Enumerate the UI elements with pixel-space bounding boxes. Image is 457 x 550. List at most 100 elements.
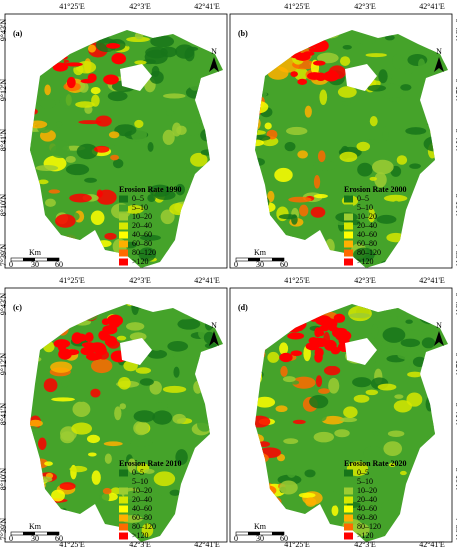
legend-label: 10–20	[132, 486, 152, 495]
erosion-patch	[147, 194, 156, 203]
erosion-patch	[124, 205, 144, 214]
legend-label: 40–60	[357, 230, 377, 239]
legend-swatch	[119, 213, 128, 221]
lat-label: 9°12'N	[0, 79, 8, 102]
legend-swatch	[119, 532, 128, 540]
erosion-patch	[104, 232, 117, 240]
lat-label: 7°39'N	[454, 518, 457, 541]
erosion-patch	[155, 402, 169, 410]
legend-swatch	[119, 240, 128, 248]
erosion-patch	[288, 196, 312, 203]
erosion-patch	[286, 126, 308, 136]
erosion-patch	[304, 105, 312, 118]
erosion-patch	[72, 401, 91, 417]
erosion-patch	[150, 35, 175, 48]
legend-label: 20–40	[132, 221, 152, 230]
lon-label: 42°41'E	[194, 2, 220, 11]
erosion-patch	[393, 400, 412, 413]
erosion-patch	[186, 163, 195, 177]
erosion-patch	[66, 76, 76, 89]
erosion-patch	[160, 209, 175, 225]
erosion-patch	[371, 323, 379, 339]
legend-label: 10–20	[357, 212, 377, 221]
erosion-patch	[86, 352, 99, 361]
legend-label: >120	[357, 257, 374, 266]
erosion-patch	[276, 453, 286, 462]
erosion-patch	[64, 349, 80, 356]
legend-label: 10–20	[132, 212, 152, 221]
legend-swatch	[344, 469, 353, 477]
erosion-patch	[69, 465, 88, 473]
legend-label: 20–40	[132, 495, 152, 504]
map-hole	[345, 338, 377, 365]
legend-label: 5–10	[132, 477, 148, 486]
erosion-patch	[173, 366, 180, 378]
legend-label: 60–80	[132, 239, 152, 248]
panel-label: (a)	[13, 29, 23, 38]
map-hole	[120, 338, 152, 365]
scale-tick: 30	[31, 260, 39, 269]
erosion-patch	[380, 83, 404, 100]
legend-title: Erosion Rate 1990	[119, 185, 182, 194]
erosion-patch	[124, 31, 137, 39]
legend-label: 0–5	[132, 194, 144, 203]
legend-swatch	[119, 195, 128, 203]
erosion-patch	[76, 394, 87, 403]
erosion-patch	[378, 69, 388, 84]
erosion-patch	[279, 352, 293, 363]
erosion-patch	[383, 441, 403, 457]
erosion-patch	[154, 245, 170, 253]
erosion-patch	[339, 417, 358, 423]
erosion-patch	[103, 74, 119, 85]
erosion-patch	[319, 89, 328, 105]
scale-tick: 60	[280, 260, 288, 269]
erosion-patch	[51, 397, 75, 402]
erosion-patch	[91, 358, 113, 374]
erosion-patch	[317, 52, 339, 64]
legend-swatch	[119, 487, 128, 495]
lon-label: 42°3'E	[129, 276, 151, 285]
erosion-patch	[310, 206, 326, 218]
erosion-patch	[400, 338, 421, 348]
erosion-patch	[278, 214, 297, 220]
legend-swatch	[119, 496, 128, 504]
erosion-patch	[65, 163, 90, 176]
erosion-patch	[71, 422, 92, 435]
erosion-patch	[267, 351, 280, 363]
erosion-patch	[372, 159, 394, 175]
erosion-patch	[112, 158, 124, 169]
erosion-patch	[30, 419, 43, 427]
lat-label: 9°43'N	[0, 293, 8, 316]
lon-label: 42°3'E	[354, 276, 376, 285]
erosion-patch	[280, 365, 288, 377]
erosion-patch	[396, 155, 408, 165]
erosion-patch	[91, 470, 101, 485]
erosion-patch	[303, 51, 315, 56]
legend-title: Erosion Rate 2020	[344, 459, 407, 468]
lon-label: 41°25'E	[284, 2, 310, 11]
erosion-patch	[365, 53, 387, 58]
erosion-patch	[175, 449, 188, 466]
erosion-patch	[204, 342, 217, 349]
scale-bar	[23, 258, 35, 261]
erosion-patch	[418, 58, 425, 70]
lat-label: 9°12'N	[0, 353, 8, 376]
erosion-patch	[314, 347, 324, 358]
map-hole	[345, 64, 377, 91]
erosion-patch	[78, 120, 102, 125]
erosion-patch	[283, 438, 299, 445]
lat-label: 7°39'N	[0, 244, 8, 267]
erosion-patch	[309, 395, 329, 409]
erosion-patch	[377, 383, 397, 391]
erosion-patch	[367, 208, 376, 223]
erosion-patch	[406, 392, 423, 407]
erosion-patch	[255, 396, 276, 408]
erosion-patch	[127, 458, 137, 473]
lon-label: 42°3'E	[129, 540, 151, 549]
legend-swatch	[344, 222, 353, 230]
erosion-patch	[342, 44, 352, 50]
erosion-patch	[176, 125, 187, 135]
legend-swatch	[344, 240, 353, 248]
erosion-patch	[383, 194, 408, 202]
